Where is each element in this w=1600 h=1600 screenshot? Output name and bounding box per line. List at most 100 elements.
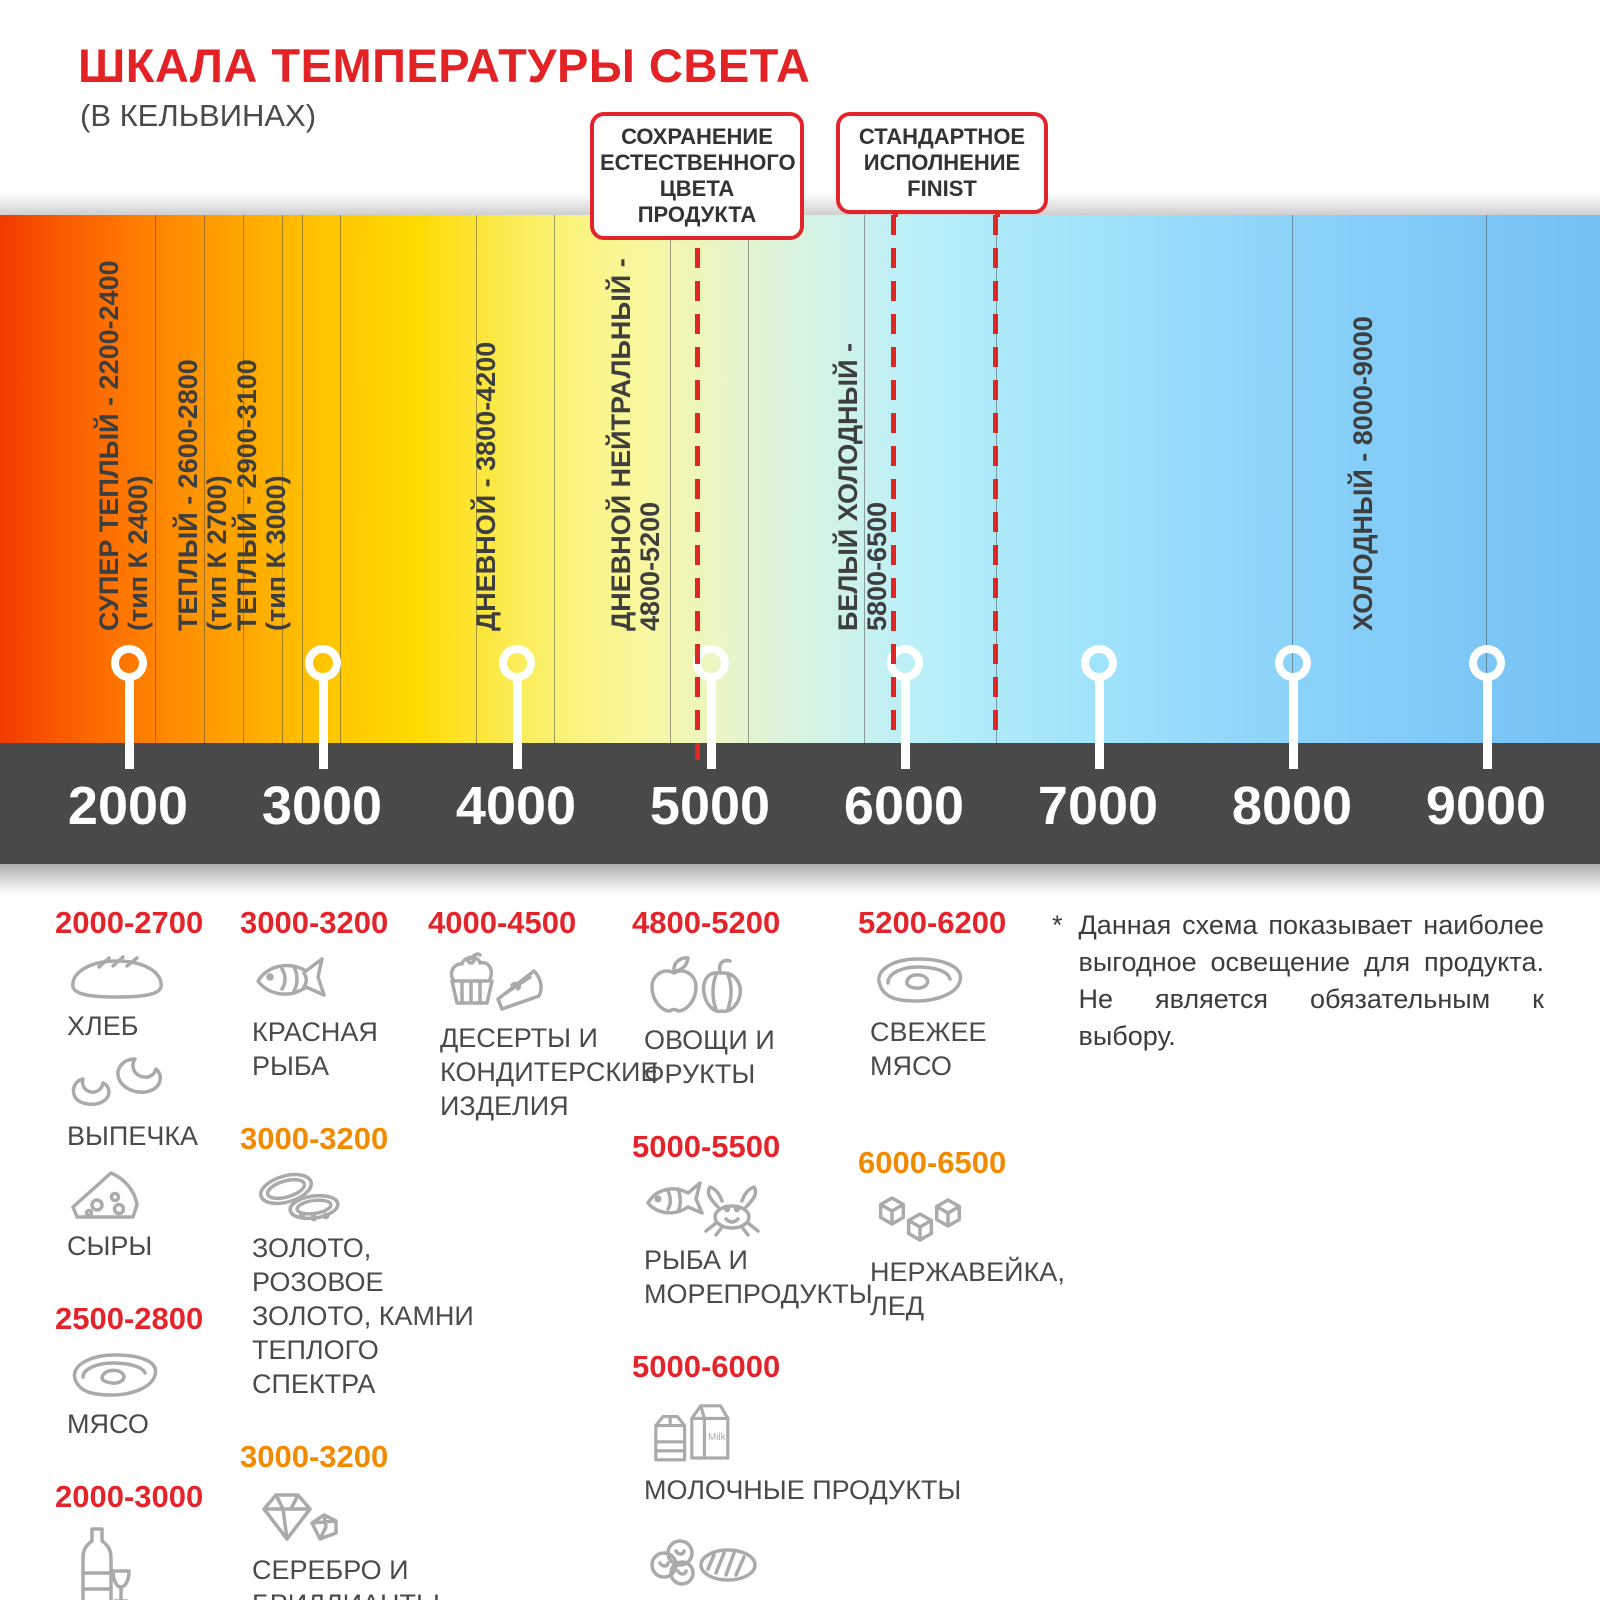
- page-subtitle: (В КЕЛЬВИНАХ): [80, 98, 317, 133]
- product-label: ДЕСЕРТЫ И КОНДИТЕРСКИЕ ИЗДЕЛИЯ: [440, 1023, 659, 1121]
- product-column-1: 2000-2700 ХЛЕБ ВЫПЕЧКА СЫРЫ 2500-2800: [55, 905, 235, 1600]
- dashed-line-6500k: [993, 215, 998, 743]
- product-block: 2000-3000 АКОГОЛЬ: [55, 1479, 235, 1600]
- product-column-3: 4000-4500 ДЕСЕРТЫ И КОНДИТЕРСКИЕ ИЗДЕЛИЯ: [428, 905, 659, 1133]
- marker-ring: [499, 645, 535, 681]
- product-item: МЯСО: [55, 1347, 235, 1441]
- range-label: 4800-5200: [632, 905, 781, 940]
- bread-icon: [71, 955, 163, 999]
- marker-stem: [706, 679, 716, 769]
- band-label-text: (тип К 3000): [261, 475, 291, 631]
- marker-ring: [1275, 645, 1311, 681]
- band-label-text: ДНЕВНОЙ - 3800-4200: [471, 341, 501, 631]
- product-item: НЕРЖАВЕЙКА, ЛЕД: [858, 1191, 1065, 1323]
- product-block: 2000-2700 ХЛЕБ ВЫПЕЧКА СЫРЫ: [55, 905, 235, 1263]
- milk-icon: Milk: [654, 1404, 730, 1462]
- product-label: ОВОЩИ И ФРУКТЫ: [644, 1025, 775, 1089]
- product-item: РЫБА И МОРЕПРОДУКТЫ: [632, 1175, 877, 1311]
- callout-line: FINIST: [907, 176, 977, 201]
- product-item: СЫРЫ: [55, 1163, 235, 1263]
- band-label-white-cold: БЕЛЫЙ ХОЛОДНЫЙ - 5800-6500: [833, 343, 892, 631]
- range-label: 2000-3000: [55, 1479, 204, 1514]
- meat-icon: [72, 1353, 158, 1397]
- tick-label: 7000: [1037, 776, 1159, 836]
- croissant-icon: [71, 1057, 162, 1106]
- band-label-daylight: ДНЕВНОЙ - 3800-4200: [471, 341, 501, 631]
- band-label-warm-2700: ТЕПЛЫЙ - 2600-2800 (тип К 2700): [173, 359, 232, 631]
- product-item: СВЕЖЕЕ МЯСО: [858, 951, 1058, 1083]
- range-label: 6000-6500: [858, 1145, 1007, 1180]
- dashed-line-6000k: [891, 215, 896, 743]
- product-item: КРАСНАЯ РЫБА: [240, 951, 475, 1083]
- kelvin-divider-line: [864, 215, 865, 743]
- product-item: Milk МОЛОЧНЫЕ ПРОДУКТЫ: [632, 1395, 961, 1507]
- kelvin-divider-line: [204, 215, 205, 743]
- product-column-2: 3000-3200 КРАСНАЯ РЫБА 3000-3200 ЗОЛОТО,…: [240, 905, 475, 1600]
- range-label: 5000-5500: [632, 1129, 781, 1164]
- product-block: 4800-5200 ОВОЩИ И ФРУКТЫ: [632, 905, 877, 1091]
- product-block: 6000-6500 НЕРЖАВЕЙКА, ЛЕД: [858, 1145, 1065, 1323]
- product-item: ХЛЕБ: [55, 951, 235, 1043]
- scale-bar-shadow: [0, 864, 1600, 894]
- kelvin-divider-line: [282, 215, 283, 743]
- scale-marker-7000: [1081, 645, 1117, 769]
- band-label-daylight-neutral: ДНЕВНОЙ НЕЙТРАЛЬНЫЙ - 4800-5200: [606, 258, 665, 631]
- range-label: 4000-4500: [428, 905, 577, 940]
- product-label: КРАСНАЯ РЫБА: [252, 1017, 378, 1081]
- product-label: НЕРЖАВЕЙКА, ЛЕД: [870, 1257, 1065, 1321]
- product-label: СВЕЖЕЕ МЯСО: [870, 1017, 987, 1081]
- page-title: ШКАЛА ТЕМПЕРАТУРЫ СВЕТА: [78, 39, 811, 92]
- dessert-icon: [449, 952, 543, 1011]
- scale-marker-9000: [1469, 645, 1505, 769]
- alcohol-icon: [81, 1527, 131, 1600]
- marker-ring: [111, 645, 147, 681]
- band-label-text: БЕЛЫЙ ХОЛОДНЫЙ -: [833, 343, 863, 631]
- band-label-text: 4800-5200: [635, 501, 665, 631]
- product-item: ВЫПЕЧКА: [55, 1053, 235, 1153]
- dashed-line-5000k: [695, 215, 700, 760]
- kelvin-scale-bar: 2000 3000 4000 5000 6000 7000 8000 9000: [0, 743, 1600, 864]
- diamonds-icon: [262, 1493, 338, 1541]
- product-column-4: 4800-5200 ОВОЩИ И ФРУКТЫ 5000-5500 РЫБА …: [632, 905, 961, 1600]
- band-label-super-warm: СУПЕР ТЕПЛЫЙ - 2200-2400 (тип К 2400): [94, 260, 153, 631]
- callout-finist-standard: СТАНДАРТНОЕ ИСПОЛНЕНИЕ FINIST: [836, 112, 1048, 214]
- product-block: 4000-4500 ДЕСЕРТЫ И КОНДИТЕРСКИЕ ИЗДЕЛИЯ: [428, 905, 659, 1123]
- marker-ring: [1469, 645, 1505, 681]
- product-item: ДЕСЕРТЫ И КОНДИТЕРСКИЕ ИЗДЕЛИЯ: [428, 951, 659, 1123]
- kelvin-divider-line: [340, 215, 341, 743]
- product-label: МЯСО: [67, 1409, 149, 1439]
- kelvin-divider-line: [748, 215, 749, 743]
- tick-label: 6000: [843, 776, 965, 836]
- rings-icon: [259, 1172, 340, 1222]
- product-label: РЫБА И МОРЕПРОДУКТЫ: [644, 1245, 873, 1309]
- product-label: ЗАМОРОЖЕННЫЕ ПОЛУФАБРИКАТЫ: [644, 1595, 883, 1600]
- callout-line: ЦВЕТА ПРОДУКТА: [637, 176, 757, 227]
- footnote: * Данная схема показывает наиболее выгод…: [1052, 907, 1544, 1055]
- product-label: ЗОЛОТО, РОЗОВОЕ ЗОЛОТО, КАМНИ ТЕПЛОГО СП…: [252, 1233, 474, 1399]
- marker-stem: [512, 679, 522, 769]
- kelvin-divider-line: [670, 215, 671, 743]
- kelvin-divider-line: [243, 215, 244, 743]
- ice-icon: [878, 1196, 962, 1242]
- range-label: 2000-2700: [55, 905, 204, 940]
- svg-text:Milk: Milk: [708, 1432, 726, 1443]
- range-label: 2500-2800: [55, 1301, 204, 1336]
- kelvin-divider-line: [1486, 215, 1487, 743]
- frozen-food-icon: [650, 1539, 757, 1586]
- product-label: ВЫПЕЧКА: [67, 1121, 199, 1151]
- product-label: СЫРЫ: [67, 1231, 153, 1261]
- band-label-text: ТЕПЛЫЙ - 2900-3100: [232, 359, 262, 631]
- band-label-text: ДНЕВНОЙ НЕЙТРАЛЬНЫЙ -: [606, 258, 636, 631]
- kelvin-divider-line: [155, 215, 156, 743]
- marker-stem: [124, 679, 134, 769]
- marker-stem: [318, 679, 328, 769]
- kelvin-divider-line: [554, 215, 555, 743]
- scale-marker-4000: [499, 645, 535, 769]
- band-label-text: ХОЛОДНЫЙ - 8000-9000: [1348, 316, 1378, 631]
- product-item: ЗАМОРОЖЕННЫЕ ПОЛУФАБРИКАТЫ: [632, 1529, 883, 1600]
- callout-line: ИСПОЛНЕНИЕ: [863, 150, 1021, 175]
- kelvin-divider-line: [476, 215, 477, 743]
- seafood-icon: [646, 1181, 760, 1237]
- marker-stem: [900, 679, 910, 769]
